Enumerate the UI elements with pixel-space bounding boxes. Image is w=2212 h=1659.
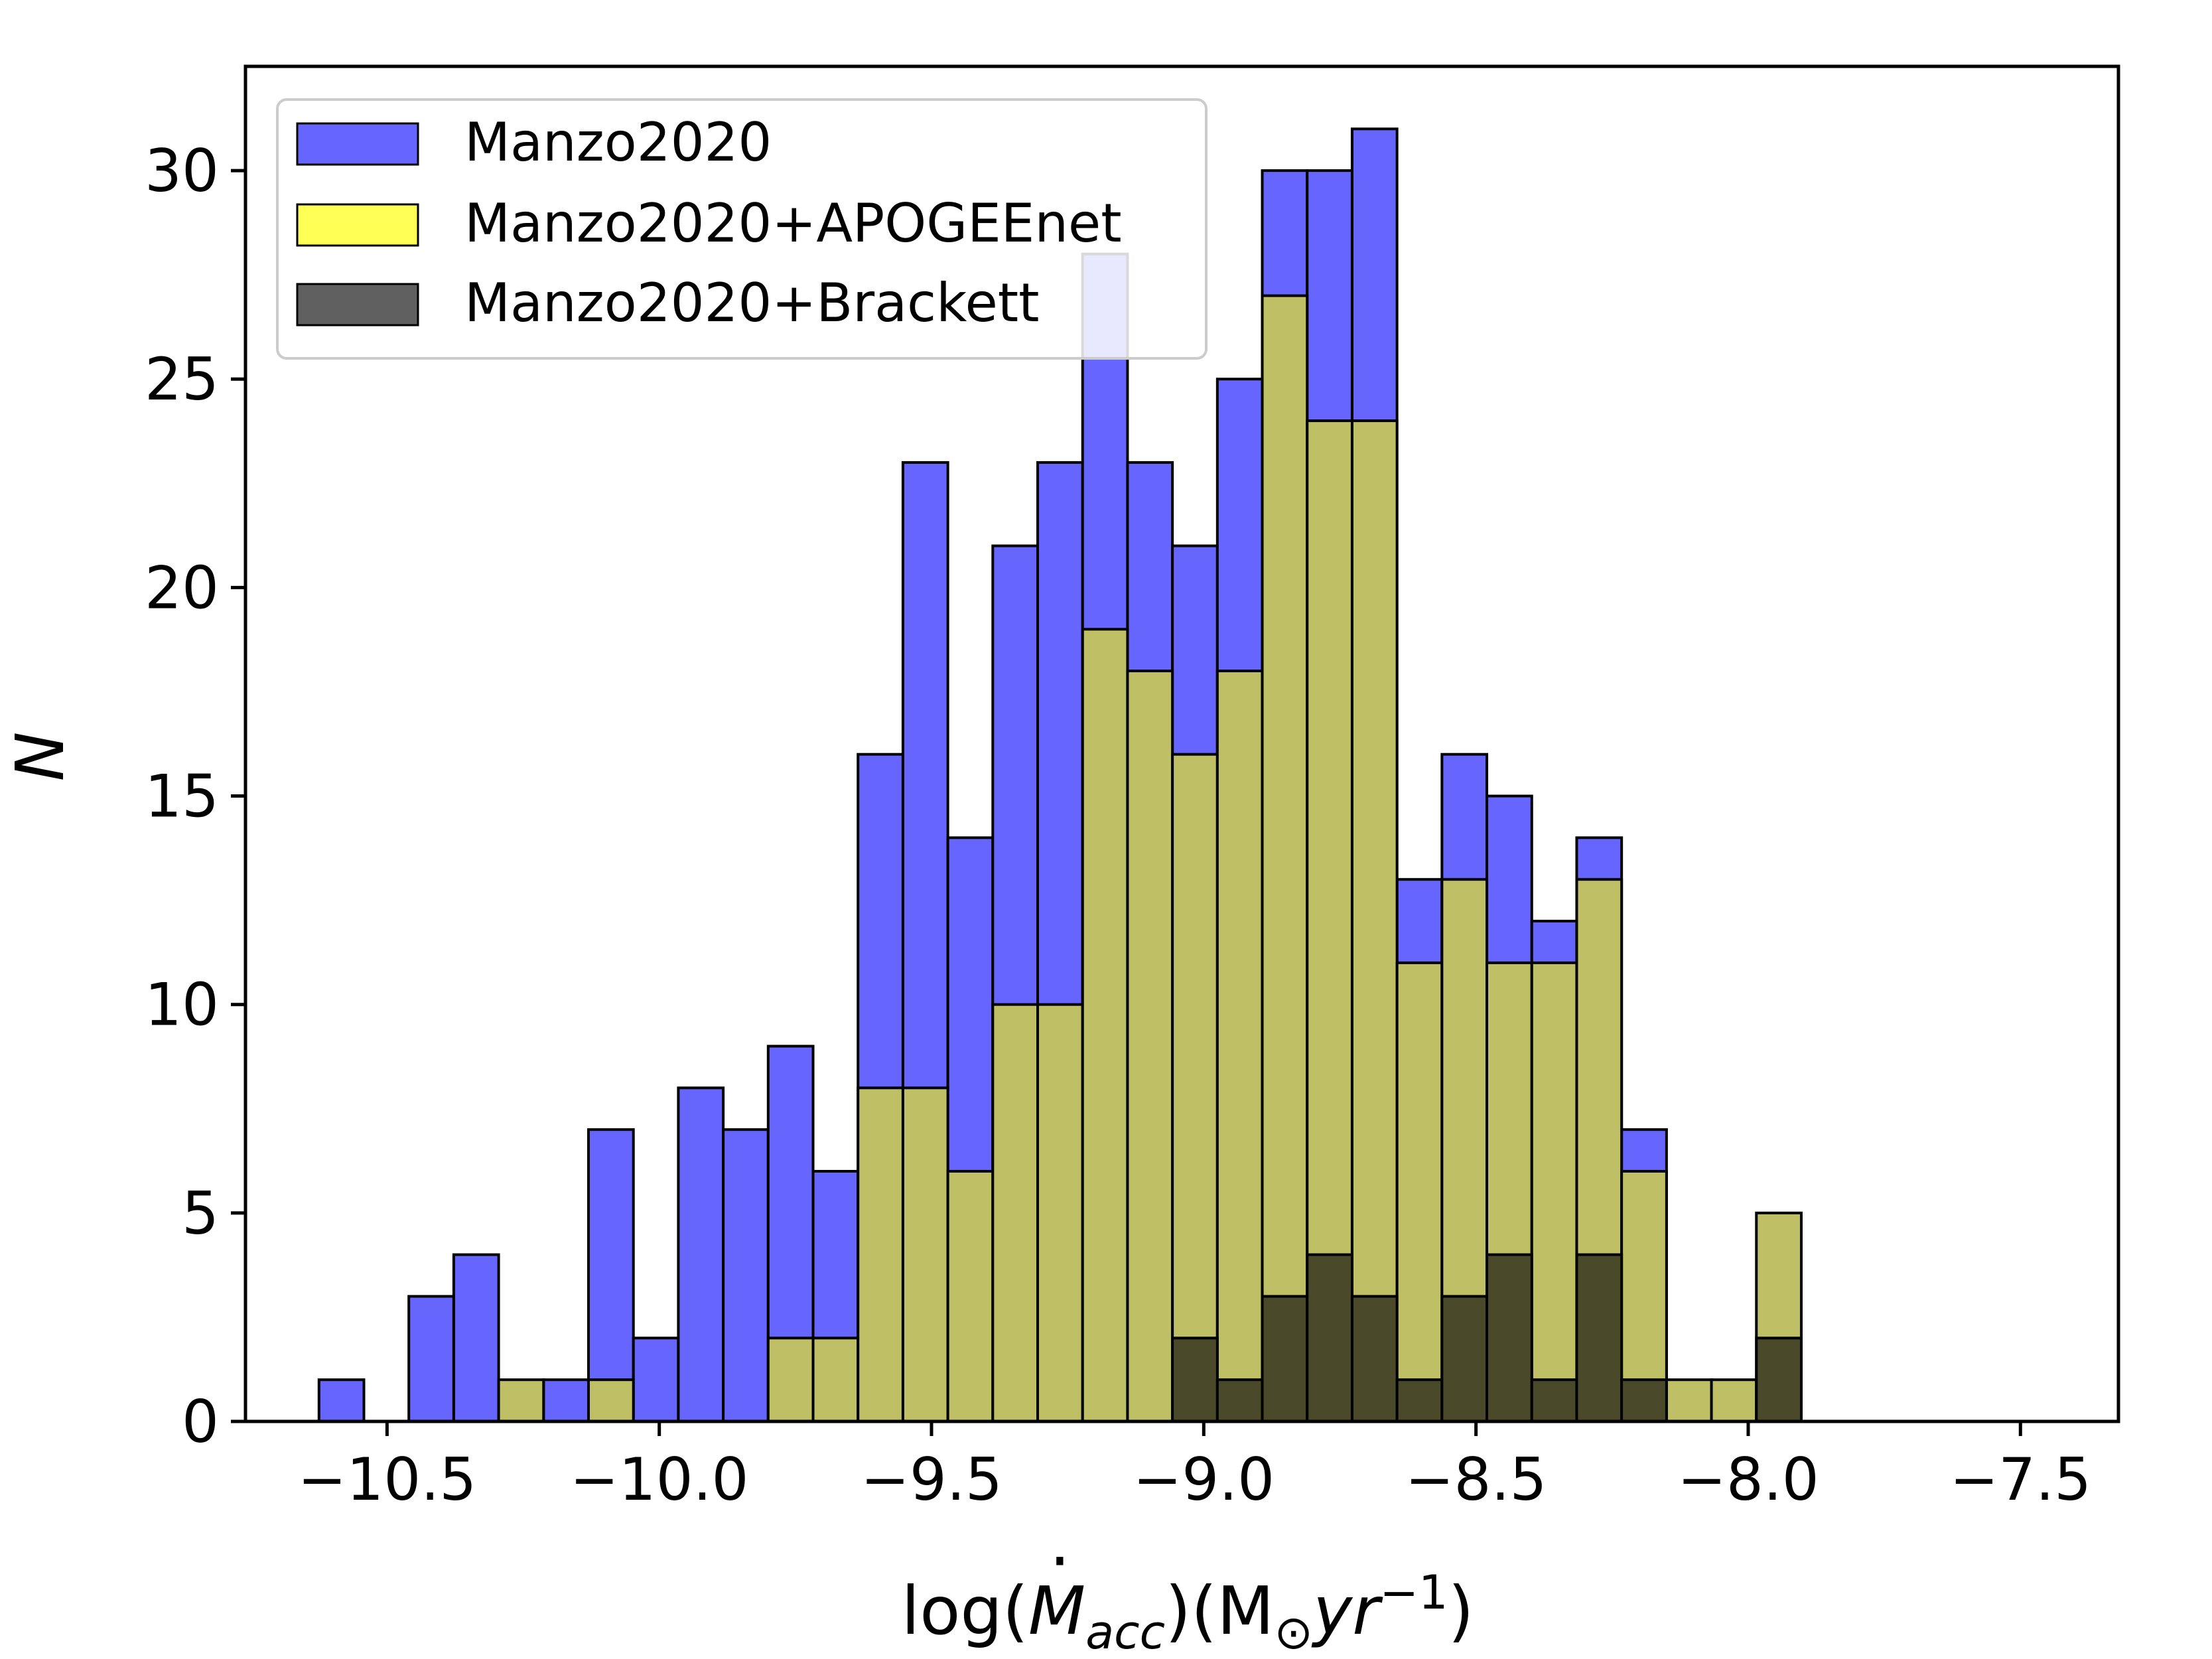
bar-series-1-bin-21 xyxy=(1261,294,1309,1423)
bar-series-1-bin-27 xyxy=(1530,961,1578,1423)
y-tick-label: 15 xyxy=(145,762,219,831)
bar-series-2-bin-28 xyxy=(1575,1253,1624,1423)
y-tick-label: 0 xyxy=(182,1388,219,1456)
x-axis: −10.5 −10.0 −9.5 −9.0 −8.5 −8.0 −7.5 xyxy=(298,1421,2091,1514)
bar-series-1-bin-15 xyxy=(991,1003,1040,1423)
x-axis-label-mid: )(M xyxy=(1165,1572,1274,1650)
bar-series-2-bin-24 xyxy=(1395,1378,1444,1423)
y-axis-label: N xyxy=(1,732,79,782)
bar-series-1-bin-12 xyxy=(857,1086,904,1423)
bar-series-2-bin-19 xyxy=(1171,1336,1219,1423)
bar-series-1-bin-18 xyxy=(1126,670,1174,1423)
bar-series-1-bin-4 xyxy=(497,1378,545,1423)
bar-series-0-bin-2 xyxy=(407,1295,455,1423)
legend-swatch-apogeenet xyxy=(296,203,419,247)
bar-series-1-bin-14 xyxy=(946,1170,995,1423)
bar-series-2-bin-27 xyxy=(1530,1378,1578,1423)
x-tick-label: −7.5 xyxy=(1949,1445,2091,1514)
legend-item-brackett: Manzo2020+Brackett xyxy=(296,272,1040,334)
bar-series-1-bin-6 xyxy=(587,1378,635,1423)
bar-series-2-bin-20 xyxy=(1215,1378,1264,1423)
bar-series-1-bin-23 xyxy=(1350,419,1399,1423)
x-axis-label-exp: −1 xyxy=(1379,1565,1448,1620)
bar-series-1-bin-19 xyxy=(1171,753,1219,1423)
x-tick-label: −10.0 xyxy=(570,1445,749,1514)
bar-series-2-bin-23 xyxy=(1350,1295,1399,1423)
bar-series-2-bin-21 xyxy=(1261,1295,1309,1423)
bar-series-0-bin-0 xyxy=(317,1378,366,1423)
bar-series-0-bin-9 xyxy=(722,1128,770,1423)
bar-series-1-bin-17 xyxy=(1081,628,1129,1423)
legend-swatch-manzo2020 xyxy=(296,122,419,166)
y-axis: 0 5 10 15 20 25 30 xyxy=(145,137,245,1456)
x-axis-label-mdot-dot: · xyxy=(1049,1522,1070,1600)
x-tick-label: −9.0 xyxy=(1133,1445,1275,1514)
bar-series-1-bin-10 xyxy=(766,1336,815,1423)
bar-series-2-bin-29 xyxy=(1620,1378,1668,1423)
y-tick-label: 5 xyxy=(182,1179,219,1248)
bar-series-0-bin-6 xyxy=(587,1128,635,1423)
y-tick-label: 20 xyxy=(145,553,219,622)
bar-series-1-bin-31 xyxy=(1710,1378,1758,1423)
bar-series-1-bin-13 xyxy=(901,1086,949,1423)
x-axis-label-sub: acc xyxy=(1085,1605,1165,1659)
x-tick-label: −10.5 xyxy=(298,1445,477,1514)
y-tick-label: 10 xyxy=(145,971,219,1039)
bar-series-1-bin-20 xyxy=(1215,670,1264,1423)
legend-label-manzo2020: Manzo2020 xyxy=(464,111,772,173)
legend: Manzo2020 Manzo2020+APOGEEnet Manzo2020+… xyxy=(276,98,1208,360)
bars-layer xyxy=(317,127,1803,1423)
x-tick-label: −8.0 xyxy=(1677,1445,1819,1514)
bar-series-2-bin-22 xyxy=(1306,1253,1353,1423)
bar-series-2-bin-25 xyxy=(1440,1295,1489,1423)
bar-series-2-bin-26 xyxy=(1486,1253,1533,1423)
x-axis-label-mdot: M xyxy=(1028,1572,1085,1650)
bar-series-0-bin-3 xyxy=(452,1253,500,1423)
legend-item-apogeenet: Manzo2020+APOGEEnet xyxy=(296,192,1122,254)
bar-series-1-bin-11 xyxy=(811,1336,860,1423)
legend-box xyxy=(276,98,1208,360)
y-tick-label: 25 xyxy=(145,345,219,413)
plot-frame xyxy=(243,64,2120,1423)
bar-series-1-bin-24 xyxy=(1395,961,1444,1423)
x-axis-label-close: ) xyxy=(1448,1572,1474,1650)
bar-series-0-bin-5 xyxy=(542,1378,590,1423)
x-axis-label: log(Macc)(M⊙yr−1) xyxy=(901,1565,1474,1659)
legend-label-apogeenet: Manzo2020+APOGEEnet xyxy=(464,192,1122,254)
x-tick-label: −8.5 xyxy=(1405,1445,1547,1514)
x-axis-label-prefix: log( xyxy=(901,1572,1028,1650)
bar-series-0-bin-8 xyxy=(677,1086,725,1423)
bar-series-0-bin-7 xyxy=(632,1336,680,1423)
legend-label-brackett: Manzo2020+Brackett xyxy=(464,272,1040,334)
y-tick-label: 30 xyxy=(145,137,219,205)
x-tick-label: −9.5 xyxy=(861,1445,1002,1514)
legend-swatch-brackett xyxy=(296,283,419,326)
x-axis-label-sun: ⊙ xyxy=(1274,1605,1313,1659)
bar-series-1-bin-16 xyxy=(1036,1003,1084,1423)
legend-item-manzo2020: Manzo2020 xyxy=(296,111,772,173)
x-axis-label-yr: yr xyxy=(1311,1572,1383,1650)
bar-series-2-bin-32 xyxy=(1755,1336,1803,1423)
bar-series-1-bin-30 xyxy=(1665,1378,1713,1423)
